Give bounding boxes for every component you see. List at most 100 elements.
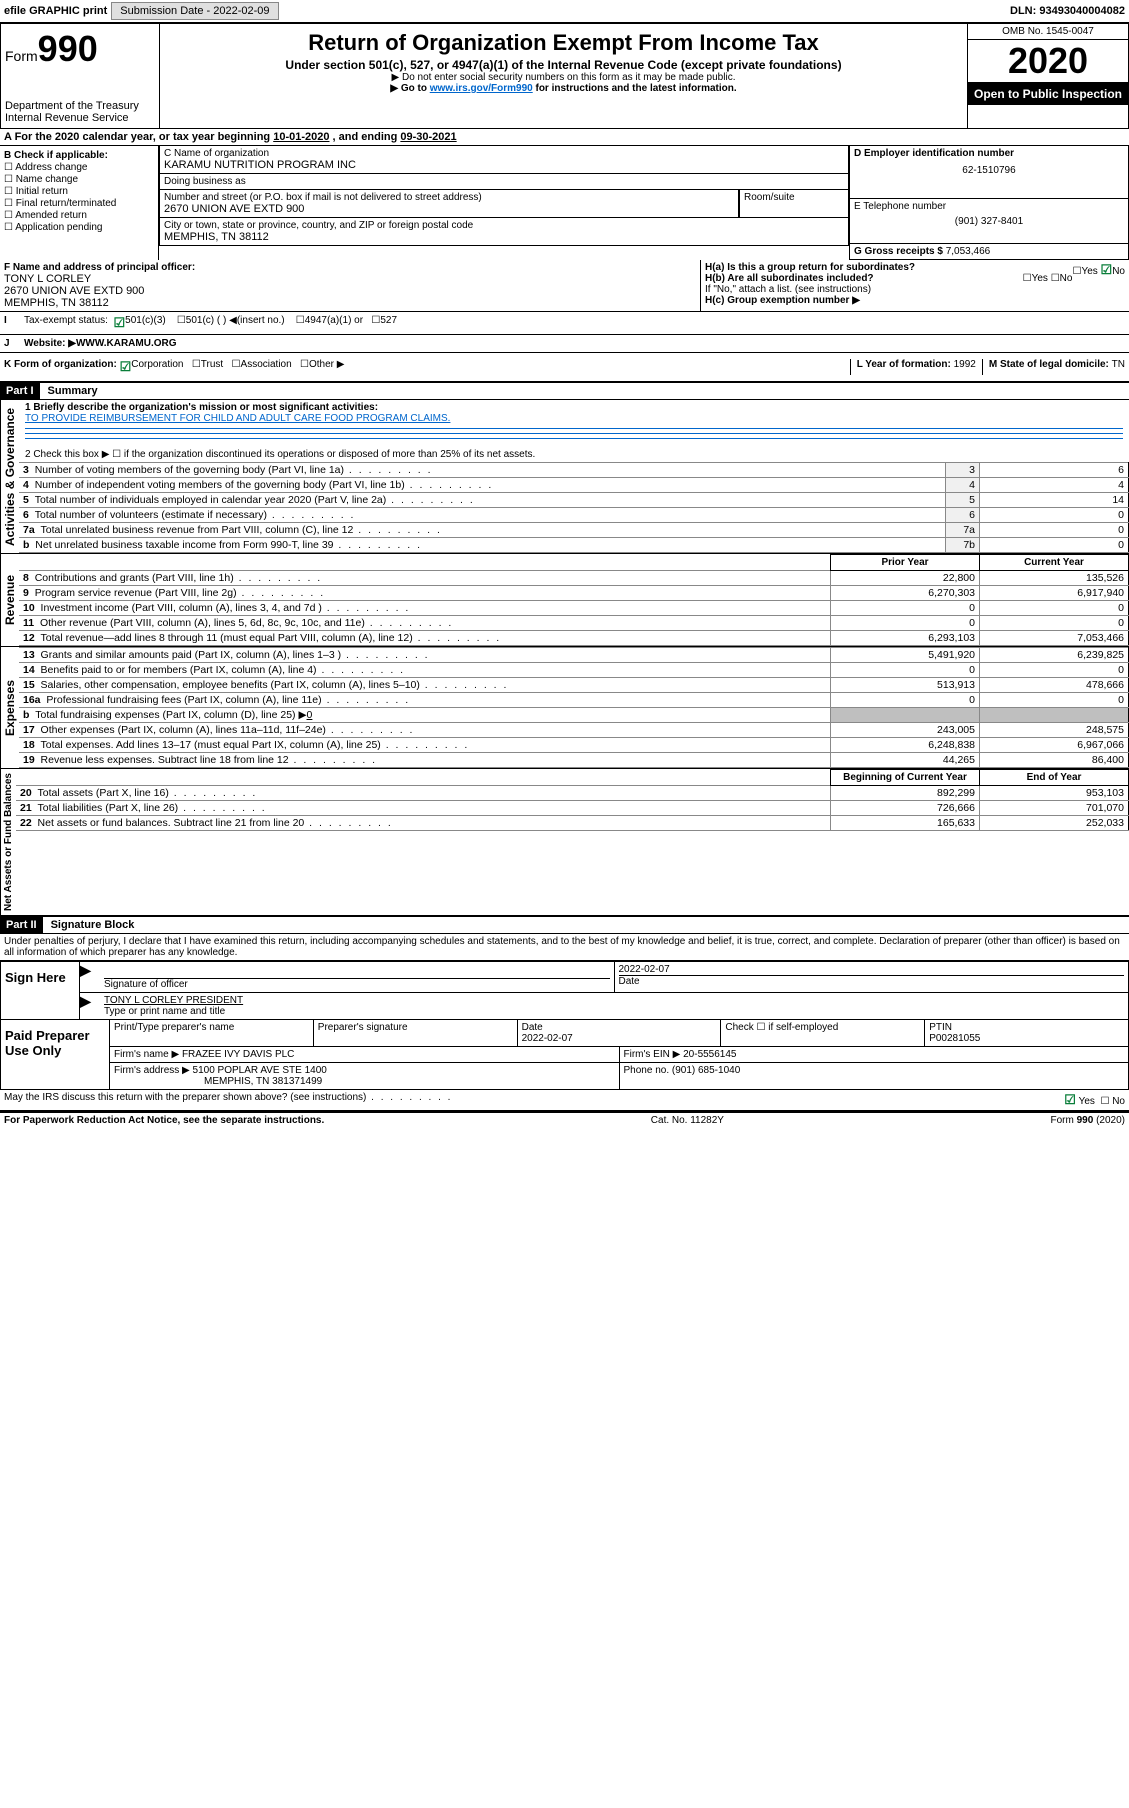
header-left: Form990 Department of the Treasury Inter…: [1, 24, 160, 128]
officer-addr1: 2670 UNION AVE EXTD 900: [4, 285, 696, 297]
section-netassets: Net Assets or Fund Balances Beginning of…: [0, 769, 1129, 916]
firm-addr2: MEMPHIS, TN 381371499: [114, 1076, 322, 1087]
footer-left: For Paperwork Reduction Act Notice, see …: [4, 1115, 324, 1126]
gross-value: 7,053,466: [946, 246, 991, 257]
h-c: H(c) Group exemption number ▶: [705, 295, 1125, 306]
section-l: L Year of formation: 1992: [850, 359, 976, 375]
governance-table: 3 Number of voting members of the govern…: [19, 462, 1129, 553]
table-row: 10 Investment income (Part VIII, column …: [19, 601, 1129, 616]
table-row: 8 Contributions and grants (Part VIII, l…: [19, 571, 1129, 586]
table-row: 20 Total assets (Part X, line 16)892,299…: [16, 786, 1129, 801]
ein-value: 62-1510796: [854, 165, 1124, 176]
table-row: 3 Number of voting members of the govern…: [19, 463, 1129, 478]
table-row: 9 Program service revenue (Part VIII, li…: [19, 586, 1129, 601]
col-boy: Beginning of Current Year: [831, 770, 980, 786]
form-title: Return of Organization Exempt From Incom…: [164, 30, 963, 56]
table-row: 16a Professional fundraising fees (Part …: [19, 693, 1129, 708]
chk-final[interactable]: ☐ Final return/terminated: [4, 198, 154, 209]
form-note2: ▶ Go to www.irs.gov/Form990 for instruct…: [164, 83, 963, 94]
section-b-header: B Check if applicable:: [4, 150, 108, 161]
submission-date-button[interactable]: Submission Date - 2022-02-09: [111, 2, 278, 20]
org-name-label: C Name of organization: [164, 148, 844, 159]
part1-header: Part I Summary: [0, 382, 1129, 400]
chk-address[interactable]: ☐ Address change: [4, 162, 154, 173]
room-label: Room/suite: [744, 192, 844, 203]
preparer-label: Paid Preparer Use Only: [1, 1020, 110, 1089]
form-number: Form990: [5, 28, 155, 70]
table-row: 18 Total expenses. Add lines 13–17 (must…: [19, 738, 1129, 753]
sign-date: 2022-02-07: [619, 964, 1125, 975]
section-i: I Tax-exempt status: ☑ 501(c)(3) ☐ 501(c…: [0, 312, 1129, 335]
check-icon: ☑: [113, 315, 125, 331]
officer-label: F Name and address of principal officer:: [4, 262, 696, 273]
revenue-table: Prior YearCurrent Year 8 Contributions a…: [19, 554, 1129, 646]
form-note1: ▶ Do not enter social security numbers o…: [164, 72, 963, 83]
open-inspection: Open to Public Inspection: [968, 83, 1128, 105]
table-row: 5 Total number of individuals employed i…: [19, 493, 1129, 508]
chk-name[interactable]: ☐ Name change: [4, 174, 154, 185]
entity-block: B Check if applicable: ☐ Address change …: [0, 146, 1129, 260]
dept-label: Department of the Treasury Internal Reve…: [5, 100, 155, 124]
section-m: M State of legal domicile: TN: [982, 359, 1125, 375]
header-right: OMB No. 1545-0047 2020 Open to Public In…: [967, 24, 1128, 128]
firm-name: FRAZEE IVY DAVIS PLC: [182, 1049, 294, 1060]
section-h: H(a) Is this a group return for subordin…: [701, 260, 1129, 311]
i-label: Tax-exempt status:: [24, 315, 108, 331]
arrow-icon: ▶: [80, 962, 100, 992]
table-row: 17 Other expenses (Part IX, column (A), …: [19, 723, 1129, 738]
chk-initial[interactable]: ☐ Initial return: [4, 186, 154, 197]
line-a: A For the 2020 calendar year, or tax yea…: [0, 129, 1129, 146]
col-prior: Prior Year: [831, 555, 980, 571]
part2-bar: Part II: [0, 917, 43, 933]
prep-sig-label: Preparer's signature: [318, 1022, 408, 1033]
phone-label: E Telephone number: [854, 201, 1124, 212]
table-row: b Total fundraising expenses (Part IX, c…: [19, 708, 1129, 723]
chk-amended[interactable]: ☐ Amended return: [4, 210, 154, 221]
mission-label: 1 Briefly describe the organization's mi…: [25, 402, 1123, 413]
sign-here-label: Sign Here: [1, 962, 80, 1019]
firm-phone: (901) 685-1040: [672, 1065, 740, 1076]
footer-center: Cat. No. 11282Y: [651, 1115, 724, 1126]
prep-name-label: Print/Type preparer's name: [114, 1022, 234, 1033]
table-row: 13 Grants and similar amounts paid (Part…: [19, 648, 1129, 663]
col-current: Current Year: [980, 555, 1129, 571]
prep-selfemp[interactable]: Check ☐ if self-employed: [721, 1020, 925, 1046]
page-footer: For Paperwork Reduction Act Notice, see …: [0, 1112, 1129, 1128]
table-row: 15 Salaries, other compensation, employe…: [19, 678, 1129, 693]
section-c: C Name of organization KARAMU NUTRITION …: [159, 146, 849, 260]
top-bar: efile GRAPHIC print Submission Date - 20…: [0, 0, 1129, 23]
phone-value: (901) 327-8401: [854, 216, 1124, 227]
sign-date-label: Date: [619, 975, 1125, 987]
irs-link[interactable]: www.irs.gov/Form990: [430, 83, 533, 94]
section-f: F Name and address of principal officer:…: [0, 260, 701, 311]
efile-label: efile GRAPHIC print: [4, 5, 107, 17]
table-row: 22 Net assets or fund balances. Subtract…: [16, 816, 1129, 831]
officer-print-name: TONY L CORLEY PRESIDENT: [104, 995, 1124, 1006]
netassets-table: Beginning of Current YearEnd of Year 20 …: [16, 769, 1129, 831]
declaration-text: Under penalties of perjury, I declare th…: [0, 934, 1129, 960]
section-klm: K Form of organization: ☑ Corporation ☐ …: [0, 353, 1129, 382]
firm-addr1: 5100 POPLAR AVE STE 1400: [193, 1065, 327, 1076]
org-name: KARAMU NUTRITION PROGRAM INC: [164, 159, 844, 171]
section-governance: Activities & Governance 1 Briefly descri…: [0, 400, 1129, 554]
expenses-table: 13 Grants and similar amounts paid (Part…: [19, 647, 1129, 768]
revenue-label: Revenue: [0, 554, 19, 646]
officer-name: TONY L CORLEY: [4, 273, 696, 285]
chk-pending[interactable]: ☐ Application pending: [4, 222, 154, 233]
city-value: MEMPHIS, TN 38112: [164, 231, 844, 243]
city-label: City or town, state or province, country…: [164, 220, 844, 231]
part2-title: Signature Block: [43, 919, 135, 931]
website-value[interactable]: WWW.KARAMU.ORG: [76, 338, 177, 349]
h-b: H(b) Are all subordinates included? ☐Yes…: [705, 273, 1125, 284]
table-row: 12 Total revenue—add lines 8 through 11 …: [19, 631, 1129, 646]
signature-block: Sign Here ▶ Signature of officer 2022-02…: [0, 960, 1129, 1090]
table-row: b Net unrelated business taxable income …: [19, 538, 1129, 553]
table-row: 11 Other revenue (Part VIII, column (A),…: [19, 616, 1129, 631]
table-row: 6 Total number of volunteers (estimate i…: [19, 508, 1129, 523]
table-row: 14 Benefits paid to or for members (Part…: [19, 663, 1129, 678]
header-center: Return of Organization Exempt From Incom…: [160, 24, 967, 128]
mission-text[interactable]: TO PROVIDE REIMBURSEMENT FOR CHILD AND A…: [25, 413, 1123, 424]
website-label: Website: ▶: [24, 338, 76, 349]
form-header: Form990 Department of the Treasury Inter…: [0, 23, 1129, 129]
omb-number: OMB No. 1545-0047: [968, 24, 1128, 40]
